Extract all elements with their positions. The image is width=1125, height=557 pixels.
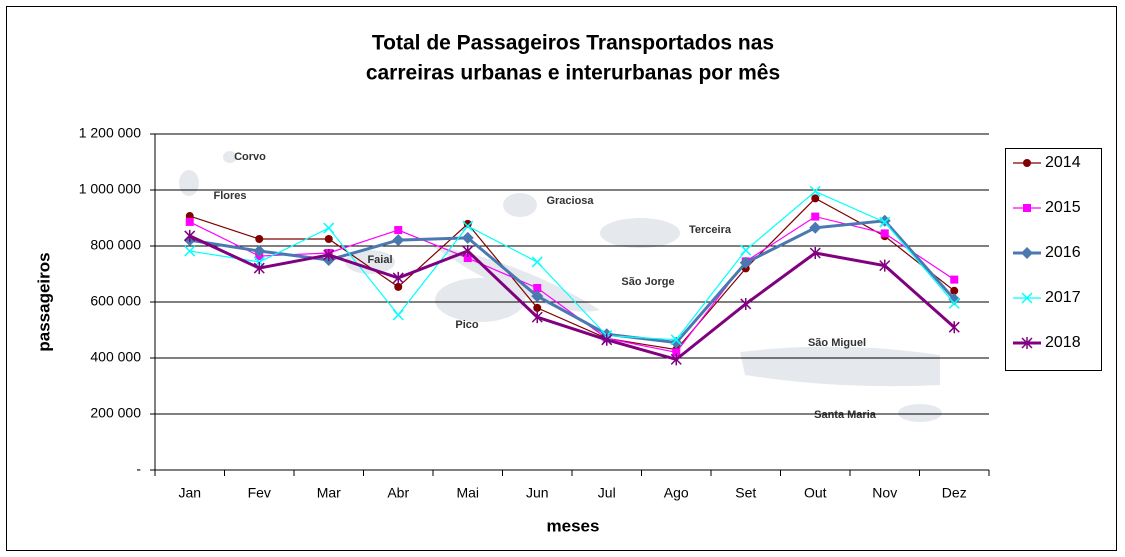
marker — [184, 245, 196, 257]
marker — [809, 221, 822, 234]
map-label: Santa Maria — [814, 409, 877, 421]
marker — [950, 286, 959, 295]
marker — [1021, 337, 1033, 349]
marker — [879, 259, 891, 272]
marker — [1023, 159, 1031, 167]
marker — [533, 284, 542, 292]
chart-title: carreiras urbanas e interurbanas por mês — [366, 62, 780, 85]
x-tick-label: Nov — [872, 485, 897, 501]
legend-label: 2018 — [1045, 334, 1081, 351]
y-tick-label: 800 000 — [90, 237, 141, 253]
marker — [879, 216, 891, 228]
x-tick-label: Mai — [456, 485, 479, 501]
marker — [950, 275, 959, 284]
x-tick-label: Mar — [317, 485, 341, 501]
marker — [463, 219, 472, 228]
marker — [740, 297, 752, 310]
legend-label: 2016 — [1045, 244, 1081, 261]
line — [189, 197, 955, 351]
marker — [462, 220, 474, 232]
marker — [1023, 204, 1031, 212]
y-tick-label: - — [136, 461, 141, 477]
map-label: São Miguel — [808, 337, 866, 349]
marker — [811, 194, 820, 203]
y-tick-label: 1 000 000 — [79, 181, 141, 197]
marker — [531, 311, 543, 324]
x-tick-label: Jun — [526, 485, 549, 501]
marker — [253, 262, 265, 275]
marker — [394, 282, 403, 291]
marker — [531, 256, 543, 268]
marker — [394, 226, 403, 235]
x-tick-label: Out — [804, 485, 827, 501]
map-label: Corvo — [234, 151, 266, 163]
legend-label: 2017 — [1045, 289, 1081, 306]
marker — [878, 214, 891, 227]
map-label: Terceira — [689, 224, 732, 236]
marker — [323, 222, 335, 234]
marker — [1021, 247, 1033, 259]
marker — [672, 348, 681, 357]
legend-label: 2015 — [1045, 199, 1081, 216]
x-axis-title: meses — [547, 516, 600, 535]
marker — [184, 229, 196, 242]
marker — [948, 321, 960, 334]
marker — [739, 256, 752, 269]
marker — [670, 334, 682, 346]
x-tick-label: Fev — [248, 485, 271, 501]
marker — [740, 244, 752, 256]
y-tick-label: 600 000 — [90, 293, 141, 309]
x-tick-label: Set — [735, 485, 756, 501]
marker — [392, 234, 405, 247]
marker — [392, 271, 404, 284]
marker — [809, 185, 821, 197]
marker — [462, 245, 474, 258]
marker — [601, 333, 613, 346]
line — [189, 190, 955, 341]
marker — [811, 212, 820, 221]
x-tick-label: Jul — [598, 485, 616, 501]
marker — [533, 303, 542, 312]
chart-border — [6, 6, 1117, 551]
y-tick-label: 400 000 — [90, 349, 141, 365]
x-tick-label: Dez — [942, 485, 967, 501]
marker — [392, 309, 404, 321]
marker — [880, 229, 889, 238]
map-label: Faial — [367, 254, 392, 266]
y-axis-title: passageiros — [34, 252, 53, 351]
map-background — [179, 151, 942, 422]
map-label: Flores — [213, 190, 246, 202]
y-tick-label: 1 200 000 — [79, 125, 141, 141]
series — [184, 185, 960, 346]
marker — [185, 217, 194, 226]
marker — [253, 245, 266, 258]
map-label: São Jorge — [621, 276, 674, 288]
marker — [255, 235, 264, 243]
x-tick-label: Jan — [178, 485, 201, 501]
marker — [1021, 292, 1033, 304]
marker — [323, 248, 335, 261]
line — [189, 215, 955, 354]
chart-title: Total de Passageiros Transportados nas — [372, 32, 774, 55]
x-tick-label: Ago — [664, 485, 689, 501]
marker — [670, 353, 682, 366]
marker — [461, 231, 474, 244]
marker — [531, 290, 544, 303]
x-tick-label: Abr — [387, 485, 409, 501]
legend-label: 2014 — [1045, 154, 1081, 171]
legend — [1005, 148, 1102, 371]
map-label: Pico — [455, 319, 479, 331]
marker — [948, 297, 960, 309]
y-tick-label: 200 000 — [90, 405, 141, 421]
map-label: Graciosa — [546, 195, 594, 207]
series — [184, 229, 960, 366]
marker — [809, 247, 821, 259]
marker — [324, 235, 333, 243]
marker — [948, 293, 961, 306]
marker — [463, 254, 472, 263]
line — [189, 234, 956, 362]
